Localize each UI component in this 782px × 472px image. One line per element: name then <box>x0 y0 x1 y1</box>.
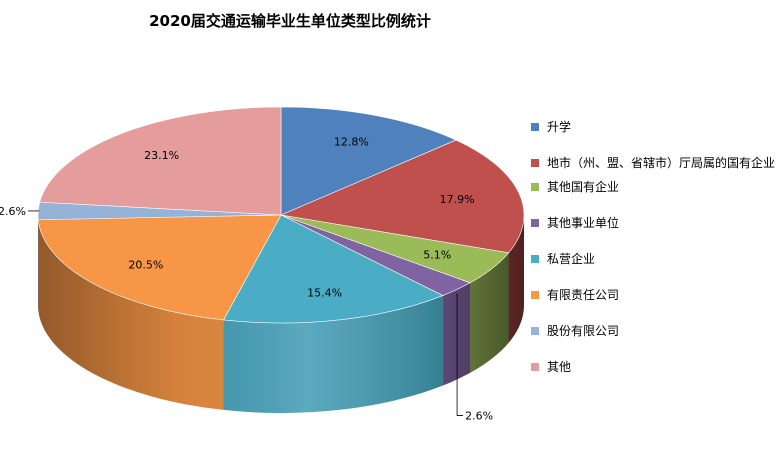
data-labels: 12.8% 17.9% 5.1% 2.6% 15.4% 20.5% 2.6% 23.1% <box>0 135 493 422</box>
legend-label: 私营企业 <box>547 252 596 266</box>
legend-label: 股份有限公司 <box>547 324 620 338</box>
leader-line-3 <box>456 293 464 416</box>
legend-label: 其他事业单位 <box>547 216 620 230</box>
legend-swatch <box>531 327 539 335</box>
data-label-7: 23.1% <box>144 149 179 162</box>
legend-item: 有限责任公司 <box>531 288 779 303</box>
legend-item: 私营企业 <box>531 252 779 267</box>
legend-label: 其他 <box>547 360 572 374</box>
pie-slices <box>37 106 525 324</box>
legend-label: 有限责任公司 <box>547 288 620 302</box>
legend-item: 地市（州、盟、省辖市）厅局属的国有企业 <box>531 156 779 171</box>
data-label-5: 20.5% <box>128 258 163 271</box>
legend-item: 其他 <box>531 360 779 375</box>
data-label-1: 17.9% <box>440 193 475 206</box>
data-label-2: 5.1% <box>423 249 451 262</box>
legend-item: 其他事业单位 <box>531 216 779 231</box>
legend-item: 升学 <box>531 120 779 135</box>
legend-swatch <box>531 159 539 167</box>
data-label-3: 2.6% <box>465 409 493 422</box>
pie-slice-4 <box>223 214 444 324</box>
legend-label: 地市（州、盟、省辖市）厅局属的国有企业 <box>547 156 776 170</box>
data-label-6: 2.6% <box>0 205 26 218</box>
pie-side-walls <box>38 215 524 413</box>
legend-item: 股份有限公司 <box>531 324 779 339</box>
legend-swatch <box>531 219 539 227</box>
legend-item: 其他国有企业 <box>531 180 779 195</box>
legend-swatch <box>531 291 539 299</box>
pie-slice-5 <box>37 214 282 321</box>
legend-label: 升学 <box>547 120 572 134</box>
pie-slice-7 <box>39 106 282 216</box>
legend-swatch <box>531 183 539 191</box>
chart-title: 2020届交通运输毕业生单位类型比例统计 <box>149 12 431 30</box>
data-label-4: 15.4% <box>307 287 342 300</box>
pie-slice-1 <box>279 139 525 254</box>
legend-swatch <box>531 363 539 371</box>
pie-side-shading <box>38 215 524 413</box>
legend-swatch <box>531 123 539 131</box>
legend-swatch <box>531 255 539 263</box>
data-label-0: 12.8% <box>334 135 369 148</box>
pie-slice-0 <box>280 106 457 216</box>
legend: 升学地市（州、盟、省辖市）厅局属的国有企业 其他国有企业 其他事业单位 私营企业有限责… <box>531 120 779 396</box>
legend-label: 其他国有企业 <box>547 180 620 194</box>
